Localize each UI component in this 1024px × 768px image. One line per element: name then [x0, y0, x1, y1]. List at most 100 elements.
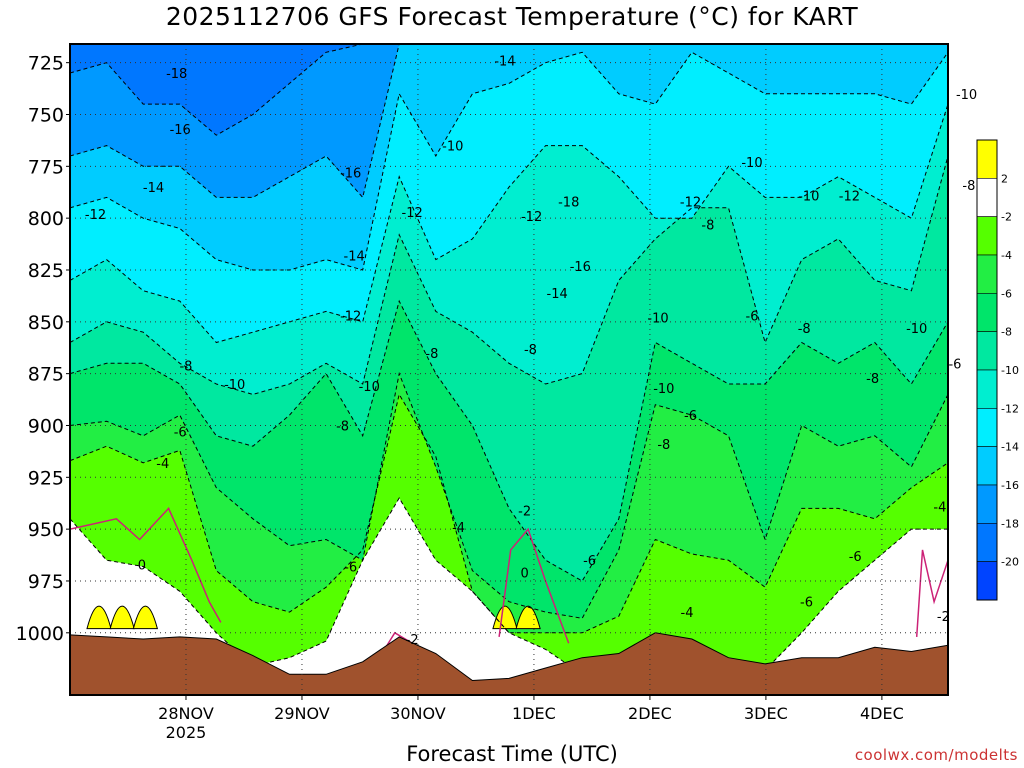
warm-spot — [515, 605, 541, 630]
isotherm-m4 — [70, 393, 948, 634]
y-tick-label: 1000 — [16, 623, 64, 645]
contour-label: -16 — [570, 260, 591, 275]
contour-label: -4 — [933, 500, 946, 515]
y-axis: 725 750 775 800 825 850 875 900 925 950 975 1000 — [16, 53, 70, 645]
contour-label: -2 — [518, 504, 531, 519]
y-tick-label: 975 — [28, 571, 64, 593]
y-tick-label: 900 — [28, 415, 64, 437]
y-tick-label: 925 — [28, 467, 64, 489]
isotherm-m14 — [70, 51, 948, 271]
y-tick-label: 800 — [28, 208, 64, 230]
x-tick-label: 3DEC — [744, 704, 788, 723]
contour-label: -6 — [583, 554, 596, 569]
colorbar-tick: -16 — [1001, 479, 1019, 492]
contour-label: -8 — [336, 419, 349, 434]
colorbar-tick: 2 — [1001, 172, 1008, 185]
colorbar-swatch — [976, 216, 998, 256]
colorbar-swatch — [976, 331, 998, 371]
colorbar-tick: -10 — [1001, 364, 1019, 377]
colorbar-tick: -4 — [1001, 249, 1012, 262]
x-tick-label: 30NOV — [390, 704, 446, 723]
colorbar-swatch — [976, 254, 998, 294]
colorbar-tick: -18 — [1001, 517, 1019, 530]
colorbar-tick: -12 — [1001, 402, 1019, 415]
contour-label: -14 — [547, 287, 568, 302]
colorbar-swatch — [976, 523, 998, 562]
isotherm-m16 — [70, 44, 948, 199]
x-tick-label: 28NOV — [158, 704, 214, 723]
contour-label: -6 — [948, 357, 961, 372]
zero-contour — [915, 549, 948, 637]
contour-label: -16 — [340, 167, 361, 182]
contour-label: -12 — [680, 196, 701, 211]
y-tick-label: 825 — [28, 260, 64, 282]
contour-label: -14 — [344, 249, 365, 264]
y-tick-label: 950 — [28, 519, 64, 541]
contour-label: -8 — [524, 343, 537, 358]
x-axis-label: Forecast Time (UTC) — [406, 742, 618, 766]
contour-label: -6 — [849, 550, 862, 565]
x-tick-label: 1DEC — [512, 704, 556, 723]
colorbar-swatch — [976, 484, 998, 524]
chart-title: 2025112706 GFS Forecast Temperature (°C)… — [165, 2, 859, 31]
isotherm-m10 — [70, 155, 948, 395]
colorbar-swatch — [976, 561, 998, 601]
contour-label: -2 — [406, 633, 419, 648]
grid-lines — [70, 44, 948, 695]
contour-label: -10 — [442, 140, 463, 155]
contour-label: -6 — [746, 310, 759, 325]
isotherm-m8 — [70, 299, 948, 582]
warm-spot — [132, 605, 159, 630]
y-tick-label: 875 — [28, 364, 64, 386]
colorbar-tick: -2 — [1001, 211, 1012, 224]
contour-label: -12 — [402, 206, 423, 221]
contour-label: -14 — [143, 181, 164, 196]
plot-frame — [69, 43, 949, 696]
contour-label: -4 — [681, 606, 694, 621]
contour-label: -6 — [174, 426, 187, 441]
contour-label: -10 — [956, 88, 977, 103]
contour-label: -10 — [798, 189, 819, 204]
contour-label: -6 — [344, 560, 357, 575]
colorbar-tick: -6 — [1001, 287, 1012, 300]
contour-label: -8 — [657, 438, 670, 453]
colorbar-swatch — [976, 293, 998, 332]
y-tick-label: 775 — [28, 156, 64, 178]
contour-label: -6 — [684, 409, 697, 424]
contour-labels: -18-16-14-12-16-14-12-10-8-6-40-10-8-6-2… — [85, 55, 977, 648]
colorbar-tick: -8 — [1001, 326, 1012, 339]
isotherm-m18 — [70, 44, 948, 136]
fill-bin-m18 — [70, 44, 948, 136]
y-tick-label: 750 — [28, 104, 64, 126]
contour-label: 0 — [138, 558, 146, 573]
contour-lines — [70, 44, 948, 675]
credit-link[interactable]: coolwx.com/modelts — [854, 746, 1018, 764]
contour-label: -4 — [156, 457, 169, 472]
contour-label: -6 — [800, 596, 813, 611]
x-tick-sublabel: 2025 — [166, 723, 207, 742]
contour-label: -8 — [701, 218, 714, 233]
contour-label: -12 — [85, 208, 106, 223]
contour-label: -14 — [494, 55, 515, 70]
x-tick-label: 29NOV — [274, 704, 330, 723]
contour-label: -8 — [798, 322, 811, 337]
contour-label: -12 — [521, 210, 542, 225]
contour-label: -12 — [340, 310, 361, 325]
contour-label: -10 — [653, 382, 674, 397]
contour-label: -10 — [741, 156, 762, 171]
contour-label: -12 — [839, 189, 860, 204]
temperature-fills — [70, 44, 948, 695]
zero-contour — [498, 527, 570, 644]
contour-label: -8 — [962, 179, 975, 194]
contour-label: -10 — [359, 380, 380, 395]
zero-contour — [70, 507, 222, 623]
contour-label: -10 — [647, 312, 668, 327]
colorbar-tick: -20 — [1001, 556, 1019, 569]
contour-label: -2 — [937, 610, 950, 625]
contour-label: 0 — [521, 567, 529, 582]
colorbar-swatch — [976, 139, 998, 179]
ground-fill — [70, 632, 948, 695]
colorbar: 2 -2 -4 -6 -8 -10 -12 -14 -16 -18 -20 — [976, 139, 1019, 601]
contour-label: -8 — [866, 372, 879, 387]
